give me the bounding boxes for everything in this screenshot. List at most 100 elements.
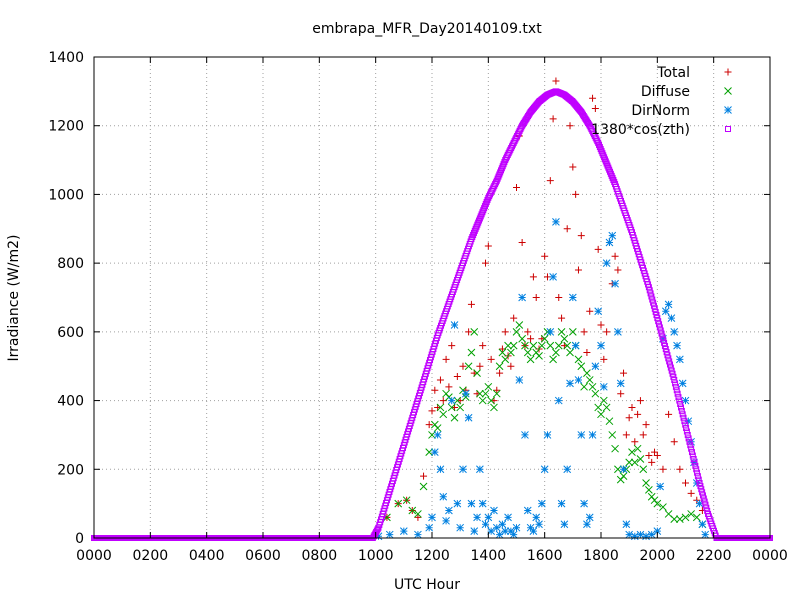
diffuse-point — [566, 348, 574, 357]
dirnorm-point — [430, 448, 439, 456]
dirnorm-point — [501, 527, 510, 535]
series-1380-cos-zth — [91, 88, 773, 541]
dirnorm-point — [399, 527, 408, 535]
legend-marker-diffuse — [724, 87, 732, 95]
dirnorm-point — [453, 499, 462, 508]
diffuse-point — [521, 341, 529, 350]
diffuse-point — [456, 403, 465, 412]
1380-cos-zth-point — [657, 327, 664, 334]
diffuse-point — [518, 334, 526, 343]
dirnorm-point — [571, 341, 580, 350]
x-tick-label: 0000 — [752, 548, 788, 564]
total-point — [687, 489, 695, 497]
1380-cos-zth-point — [648, 293, 655, 300]
legend-label-total: Total — [656, 65, 690, 81]
total-point — [513, 184, 520, 192]
legend-label-diffuse: Diffuse — [641, 84, 690, 100]
1380-cos-zth-point — [697, 483, 704, 490]
diffuse-point — [487, 396, 496, 405]
diffuse-point — [599, 396, 608, 405]
dirnorm-point — [484, 513, 493, 522]
dirnorm-point — [523, 506, 532, 515]
1380-cos-zth-point — [656, 321, 663, 328]
y-tick-label: 1000 — [48, 187, 84, 203]
diffuse-point — [574, 355, 583, 364]
diffuse-point — [552, 348, 560, 357]
total-point — [546, 177, 554, 185]
dirnorm-point — [554, 396, 563, 405]
dirnorm-point — [616, 379, 625, 388]
diffuse-point — [560, 334, 569, 343]
dirnorm-point — [602, 259, 611, 267]
diffuse-point — [476, 389, 484, 398]
1380-cos-zth-point — [688, 445, 695, 452]
1380-cos-zth-point — [678, 407, 685, 414]
dirnorm-point — [470, 527, 479, 535]
diffuse-point — [614, 465, 622, 474]
total-point — [436, 376, 444, 384]
dirnorm-point — [374, 532, 383, 541]
total-point — [583, 348, 591, 356]
dirnorm-point — [568, 293, 577, 302]
dirnorm-point — [636, 530, 645, 539]
diffuse-point — [659, 503, 667, 511]
total-point — [617, 390, 625, 398]
dirnorm-point — [521, 431, 529, 439]
total-point — [510, 314, 518, 322]
dirnorm-point — [574, 376, 583, 384]
diffuse-point — [526, 355, 535, 364]
1380-cos-zth-point — [661, 339, 668, 346]
diffuse-point — [419, 482, 428, 491]
1380-cos-zth-point — [672, 383, 679, 390]
x-tick-label: 1200 — [414, 548, 450, 564]
1380-cos-zth-point — [695, 476, 702, 483]
total-point — [414, 513, 422, 521]
total-point — [645, 452, 653, 460]
dirnorm-point — [490, 506, 498, 515]
dirnorm-point — [428, 513, 436, 522]
dirnorm-point — [414, 530, 422, 539]
1380-cos-zth-point — [687, 442, 694, 449]
axis-ticks — [93, 56, 771, 539]
diffuse-point — [639, 465, 648, 474]
1380-cos-zth-point — [654, 315, 661, 322]
x-tick-label: 2000 — [640, 548, 676, 564]
y-tick-labels: 0 200 400 600 800 1000 1200 1400 — [48, 50, 84, 547]
dirnorm-point — [433, 431, 442, 439]
diffuse-point — [529, 341, 538, 350]
1380-cos-zth-point — [662, 346, 669, 353]
total-point — [636, 397, 644, 405]
dirnorm-point — [605, 238, 614, 247]
dirnorm-point — [492, 523, 501, 532]
series-diffuse — [383, 321, 707, 529]
1380-cos-zth-point — [659, 333, 666, 340]
total-point — [597, 321, 605, 329]
dirnorm-point — [543, 431, 552, 439]
1380-cos-zth-point — [679, 411, 686, 418]
1380-cos-zth-point — [693, 466, 700, 473]
dirnorm-point — [450, 321, 459, 329]
dirnorm-point — [676, 355, 684, 364]
diffuse-point — [549, 355, 557, 364]
1380-cos-zth-point — [683, 425, 690, 432]
total-point — [600, 355, 608, 363]
diffuse-point — [473, 369, 481, 377]
total-point — [445, 383, 453, 391]
diffuse-point — [394, 499, 403, 508]
1380-cos-zth-point — [658, 330, 665, 337]
chart-title: embrapa_MFR_Day20140109.txt — [312, 21, 542, 37]
dirnorm-point — [588, 431, 597, 439]
1380-cos-zth-point — [694, 469, 701, 476]
total-point — [532, 294, 540, 301]
diffuse-point — [692, 513, 701, 522]
total-point — [484, 242, 492, 250]
diffuse-point — [447, 403, 456, 412]
diffuse-point — [681, 513, 690, 522]
1380-cos-zth-point — [691, 459, 698, 466]
diffuse-point — [492, 389, 501, 398]
1380-cos-zth-point — [698, 486, 705, 493]
dirnorm-point — [667, 314, 676, 322]
diffuse-point — [504, 341, 512, 350]
total-point — [676, 465, 684, 473]
